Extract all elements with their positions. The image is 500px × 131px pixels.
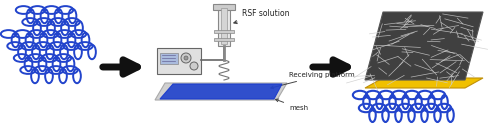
Polygon shape [160,84,282,99]
Circle shape [184,56,188,60]
Circle shape [190,62,198,70]
Bar [160,53,178,64]
Polygon shape [155,83,287,100]
Bar [218,4,230,46]
Polygon shape [365,78,483,88]
Bar [214,38,234,41]
Circle shape [181,53,191,63]
Bar [221,8,227,44]
Polygon shape [365,12,483,80]
Text: mesh: mesh [276,99,308,111]
Bar [214,30,234,33]
Bar [213,4,235,10]
Bar [157,48,201,74]
Text: RSF solution: RSF solution [234,10,289,24]
Text: Receiving platform: Receiving platform [270,72,354,89]
